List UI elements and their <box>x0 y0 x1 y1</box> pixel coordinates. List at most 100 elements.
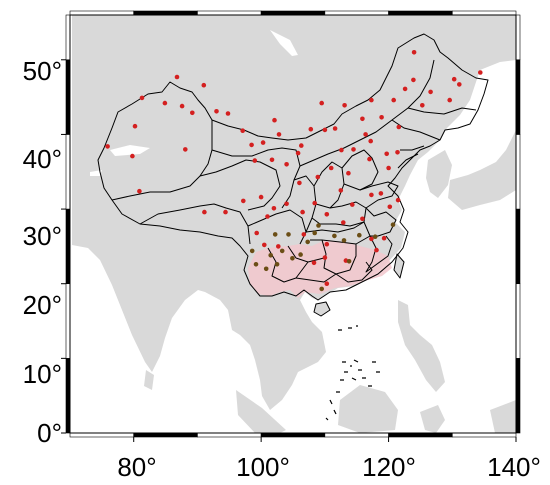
hubei-border <box>305 221 371 245</box>
frame-top-seg-5 <box>388 10 453 16</box>
station-marker-s0-19 <box>284 162 289 167</box>
station-marker-s1-15 <box>357 232 362 238</box>
frame-right-seg-0 <box>515 358 521 434</box>
station-marker-s0-53 <box>202 209 207 215</box>
lake-balkhash <box>110 145 150 156</box>
station-marker-s0-62 <box>369 192 374 198</box>
frame-top-seg-6 <box>451 10 517 16</box>
station-marker-s0-75 <box>374 247 379 253</box>
y-tick-label-10: 10° <box>23 359 62 389</box>
station-marker-s0-37 <box>478 70 483 75</box>
station-marker-s0-1 <box>132 123 138 129</box>
yunnan-border <box>267 247 309 283</box>
frame-left-seg-3 <box>65 134 71 210</box>
frame-left-seg-2 <box>65 208 71 285</box>
x-tick-label-140: 140° <box>487 452 541 482</box>
station-marker-s0-59 <box>324 212 330 217</box>
station-marker-s0-74 <box>381 235 387 241</box>
frame-right-seg-3 <box>515 134 521 210</box>
station-marker-s0-2 <box>130 153 135 159</box>
station-marker-s0-48 <box>297 180 302 186</box>
x-tick-label-120: 120° <box>362 452 416 482</box>
frame-right-seg-5 <box>515 14 521 61</box>
station-marker-s0-32 <box>411 77 416 83</box>
station-marker-s0-44 <box>351 147 356 152</box>
shanxi-border <box>313 161 345 209</box>
station-marker-s0-5 <box>162 100 168 106</box>
sulawesi-island <box>420 405 445 433</box>
station-marker-s0-27 <box>342 103 347 108</box>
station-marker-s0-77 <box>324 241 330 247</box>
station-marker-s0-4 <box>139 95 145 101</box>
station-marker-s0-12 <box>225 111 231 116</box>
station-marker-s1-18 <box>346 259 352 264</box>
tibet-border <box>139 203 251 245</box>
frame-bottom-seg-4 <box>324 432 389 438</box>
frame-right-seg-1 <box>515 283 521 359</box>
station-marker-s1-7 <box>286 232 291 237</box>
station-marker-s1-1 <box>253 262 259 267</box>
station-marker-s0-70 <box>346 170 351 176</box>
station-marker-s0-6 <box>174 74 180 80</box>
lake-baikal <box>270 30 298 56</box>
station-marker-s0-55 <box>254 230 259 236</box>
y-tick-label-20: 20° <box>23 290 62 320</box>
station-marker-s0-81 <box>276 244 281 249</box>
station-marker-s0-83 <box>322 255 328 260</box>
frame-bottom-seg-1 <box>133 432 198 438</box>
station-marker-s0-26 <box>319 100 325 106</box>
station-marker-s0-34 <box>428 89 433 95</box>
station-marker-s0-46 <box>328 165 334 171</box>
south-china-sea-islands <box>325 325 380 421</box>
station-marker-s0-7 <box>179 103 185 109</box>
station-marker-s1-0 <box>249 248 255 254</box>
gansu-border <box>211 147 301 209</box>
station-marker-s1-4 <box>274 262 280 267</box>
station-marker-s0-56 <box>265 214 270 219</box>
station-marker-s0-24 <box>332 126 338 131</box>
station-marker-s0-43 <box>363 132 368 137</box>
hainan-outline <box>313 301 331 317</box>
station-marker-s0-40 <box>396 124 402 130</box>
y-tick-label-40: 40° <box>23 144 62 174</box>
map-frame <box>61 10 521 442</box>
station-marker-s0-82 <box>262 242 267 248</box>
station-marker-s0-51 <box>258 194 264 200</box>
frame-bottom-seg-5 <box>388 432 453 438</box>
guizhou-border <box>287 245 325 263</box>
station-marker-s0-16 <box>260 140 266 145</box>
northeast-borders <box>391 107 477 169</box>
station-marker-s0-71 <box>338 188 344 193</box>
station-marker-s1-19 <box>319 286 325 292</box>
station-marker-s0-25 <box>322 127 328 133</box>
station-marker-s0-21 <box>299 143 304 148</box>
station-marker-s0-68 <box>384 151 390 157</box>
station-marker-s0-64 <box>387 204 393 210</box>
shandong-border <box>359 181 399 209</box>
station-marker-s0-0 <box>105 144 110 149</box>
frame-left-seg-1 <box>65 283 71 359</box>
station-marker-s0-20 <box>295 150 301 156</box>
frame-bottom-seg-0 <box>69 432 135 438</box>
y-tick-label-0: 0° <box>37 418 62 448</box>
station-marker-s1-9 <box>298 252 303 257</box>
taiwan-outline <box>393 253 405 279</box>
frame-top-seg-1 <box>133 10 198 16</box>
station-marker-s0-52 <box>241 198 246 204</box>
station-marker-s0-22 <box>272 117 277 123</box>
xinjiang-border <box>111 120 213 201</box>
station-marker-s0-49 <box>284 201 289 207</box>
frame-top-seg-3 <box>260 10 326 16</box>
philippines-islands <box>398 300 445 392</box>
station-markers <box>105 50 483 292</box>
station-marker-s1-8 <box>290 255 295 261</box>
sumatra-island <box>236 390 286 433</box>
qinghai-border <box>199 159 281 211</box>
station-marker-s0-63 <box>378 191 384 196</box>
station-marker-s1-3 <box>268 253 274 258</box>
station-marker-s0-66 <box>386 165 391 171</box>
station-marker-s0-78 <box>311 260 317 266</box>
guangdong-border <box>335 261 373 283</box>
newguinea-island <box>490 400 516 433</box>
